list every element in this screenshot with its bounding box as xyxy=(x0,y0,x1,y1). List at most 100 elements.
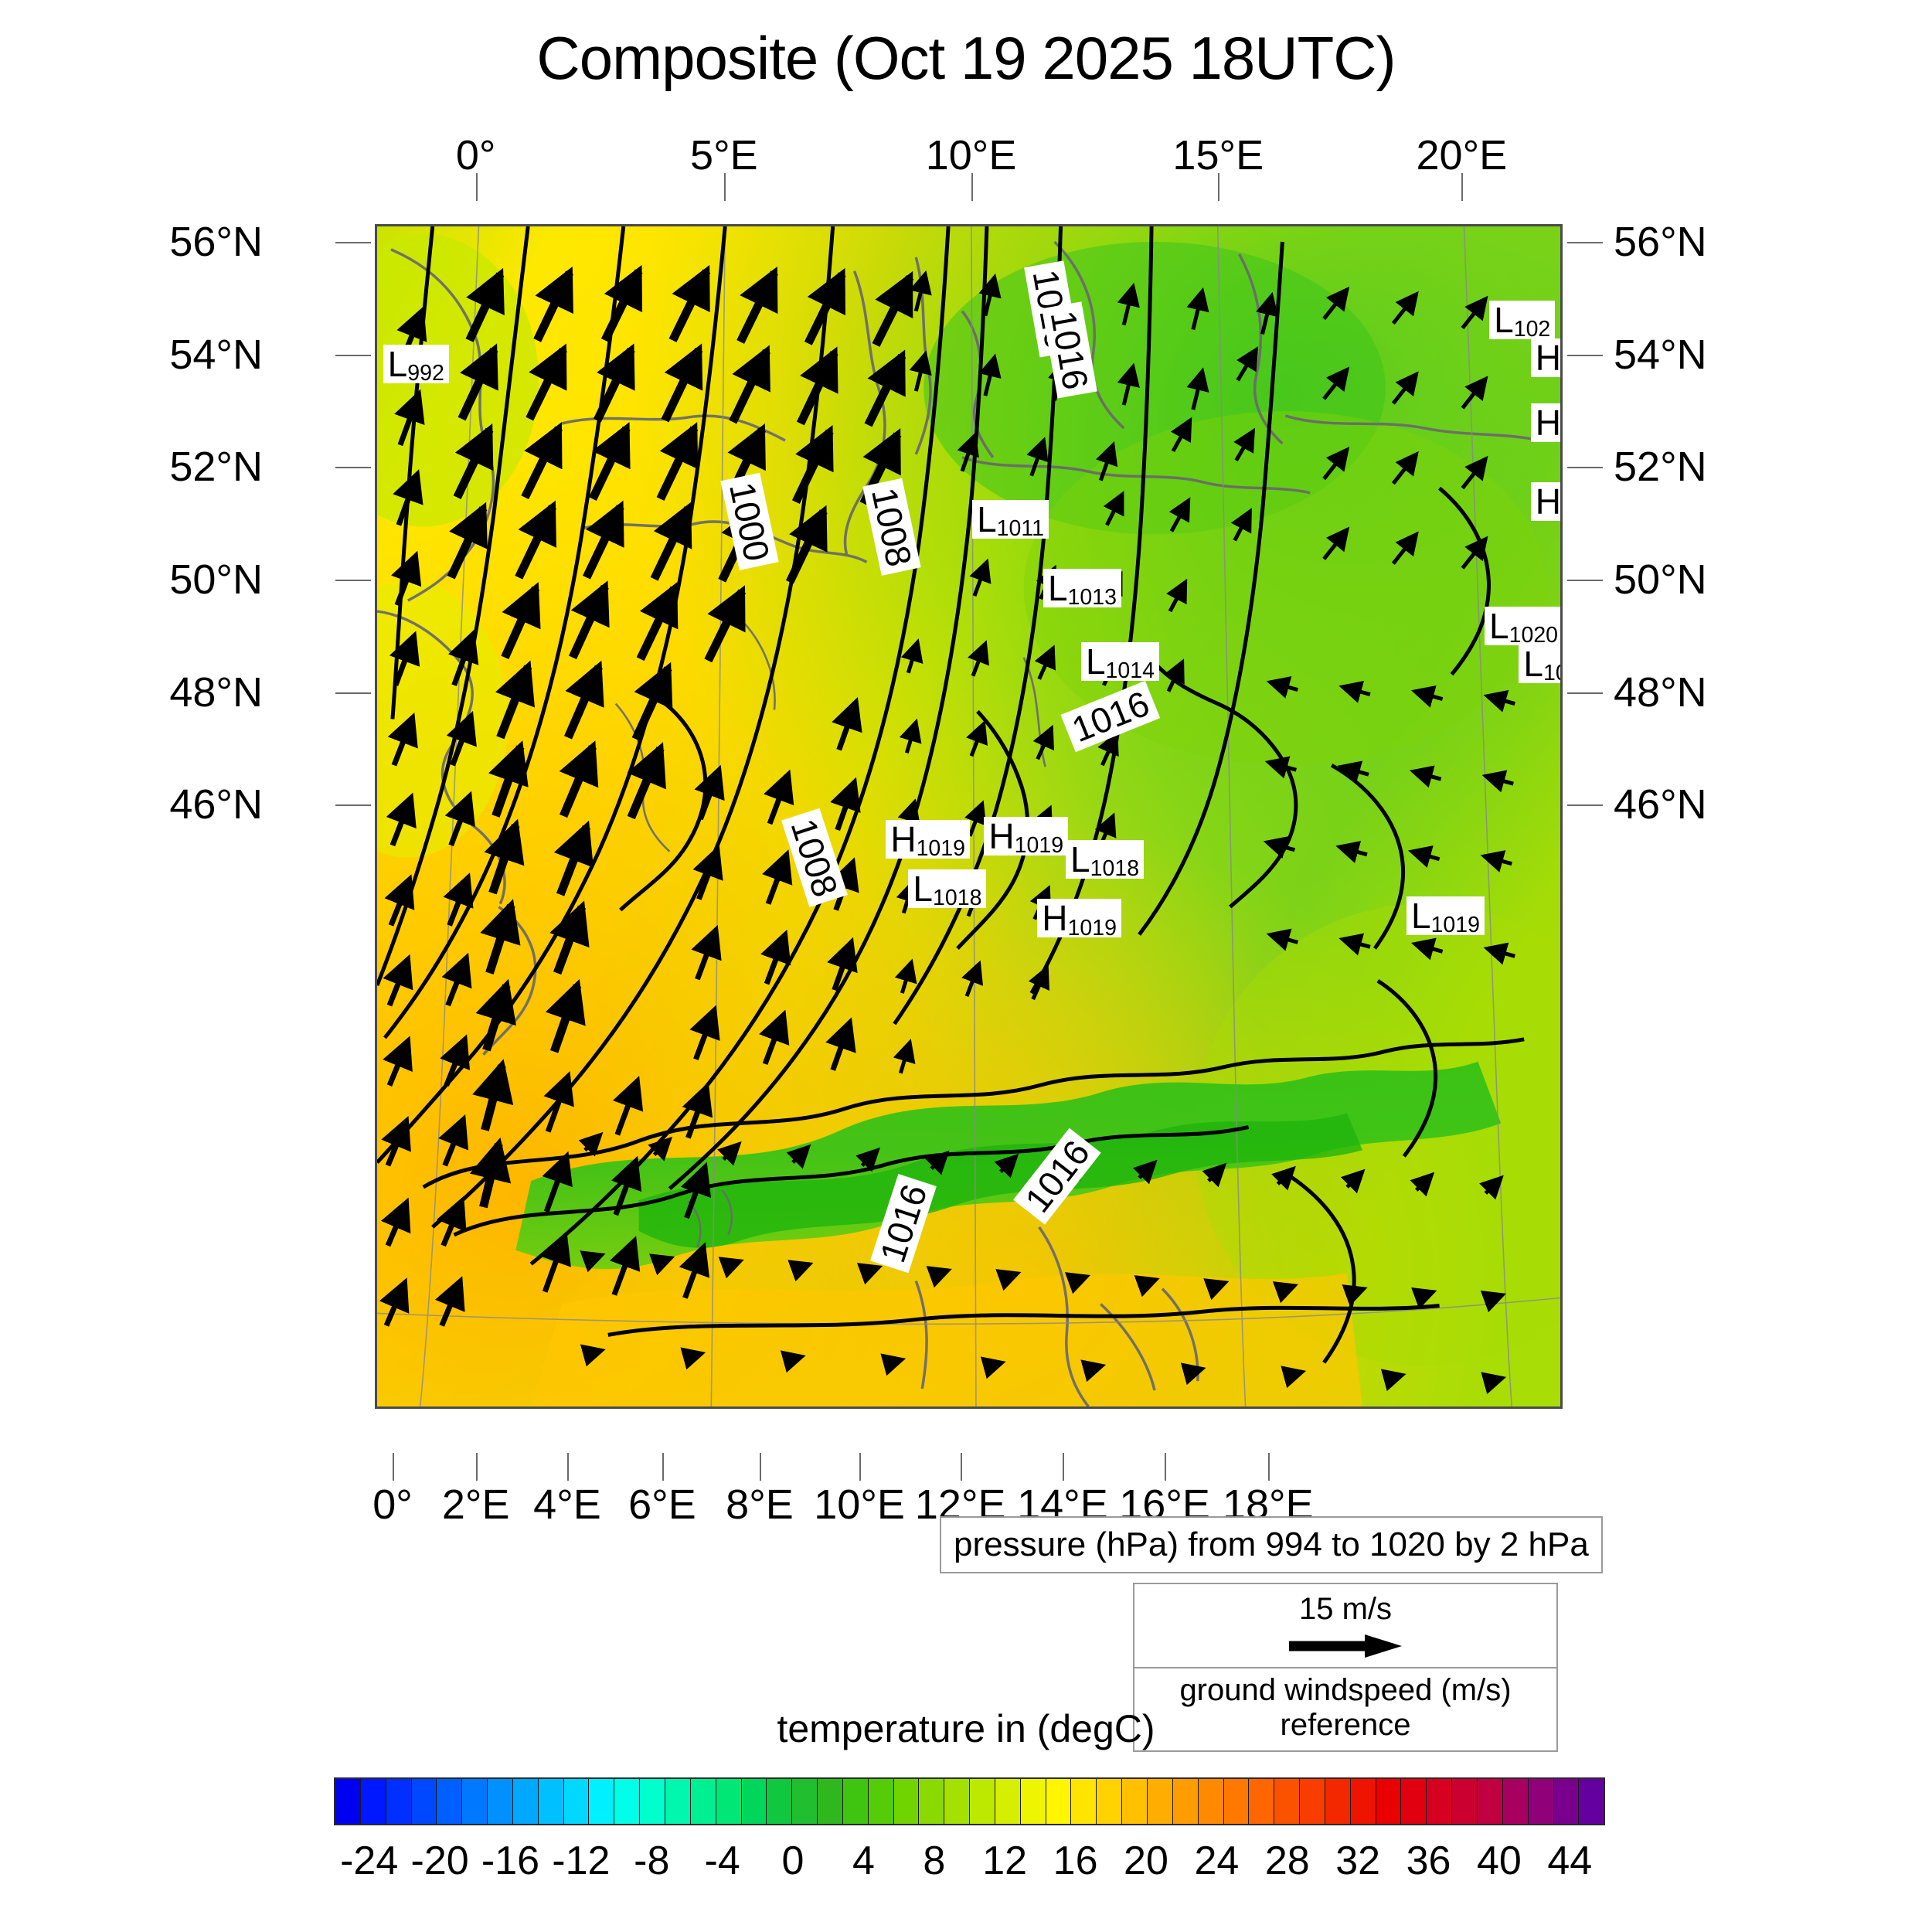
colorbar-tick-label: 12 xyxy=(982,1838,1028,1883)
high-pressure-label: H1019 xyxy=(984,815,1069,858)
colorbar-swatch xyxy=(1325,1779,1351,1824)
pressure-center-symbol: H xyxy=(988,815,1015,856)
weather-map[interactable]: L992L1011L1013L1014L1020L10H1019H1019L10… xyxy=(375,224,1563,1409)
colorbar-swatch xyxy=(437,1779,463,1824)
colorbar-swatch xyxy=(1148,1779,1173,1824)
axis-tick-label: 8°E xyxy=(726,1481,794,1528)
axis-tick xyxy=(1567,467,1603,469)
axis-tick xyxy=(1567,579,1603,581)
pressure-center-value: 1019 xyxy=(1014,832,1064,858)
axis-tick xyxy=(335,354,371,356)
axis-tick xyxy=(475,173,478,201)
low-pressure-label: L10 xyxy=(1519,644,1560,685)
left-latitude-axis: 56°N 54°N 52°N 50°N 48°N 46°N xyxy=(0,219,371,1409)
colorbar-tick-label: -24 xyxy=(340,1838,399,1883)
colorbar-swatch xyxy=(1502,1779,1529,1824)
colorbar-swatch xyxy=(1122,1779,1148,1824)
colorbar-swatch xyxy=(1020,1779,1046,1824)
colorbar-tick-label: 0 xyxy=(781,1838,804,1883)
right-latitude-axis: 56°N 54°N 52°N 50°N 48°N 46°N xyxy=(1567,219,1930,1409)
low-pressure-label: L1018 xyxy=(908,869,987,911)
colorbar-tick-label: 36 xyxy=(1406,1838,1451,1883)
axis-tick xyxy=(1267,1453,1270,1481)
pressure-center-value: 1018 xyxy=(933,886,982,911)
colorbar-tick-label: 20 xyxy=(1124,1838,1168,1883)
axis-tick xyxy=(759,1453,761,1481)
axis-tick xyxy=(971,173,973,201)
map-canvas xyxy=(377,226,1560,1406)
colorbar-swatch xyxy=(944,1779,971,1824)
low-pressure-label: L1011 xyxy=(972,499,1049,540)
axis-tick xyxy=(1062,1453,1064,1481)
axis-tick-label: 52°N xyxy=(1614,444,1707,491)
axis-tick-label: 10°E xyxy=(814,1481,905,1528)
low-pressure-label: L992 xyxy=(383,343,449,384)
colorbar-swatch xyxy=(716,1779,742,1824)
colorbar-swatch xyxy=(1528,1779,1554,1824)
colorbar-swatch xyxy=(767,1779,793,1824)
wind-reference-caption: ground windspeed (m/s) reference xyxy=(1134,1667,1556,1750)
colorbar-tick-label: 4 xyxy=(852,1838,875,1883)
axis-tick xyxy=(1567,241,1603,243)
colorbar-tick-label: -20 xyxy=(410,1838,469,1883)
colorbar-swatch xyxy=(1427,1779,1453,1824)
low-pressure-label: L1020 xyxy=(1485,606,1560,648)
pressure-center-value: 1019 xyxy=(1067,915,1117,940)
axis-tick-label: 0° xyxy=(372,1481,413,1528)
colorbar-swatch xyxy=(335,1779,361,1824)
pressure-center-value: 1018 xyxy=(1090,856,1140,882)
axis-tick xyxy=(723,173,726,201)
colorbar-swatch xyxy=(919,1779,945,1824)
colorbar-swatch xyxy=(462,1779,488,1824)
low-pressure-label: L1018 xyxy=(1066,839,1145,882)
axis-tick xyxy=(335,241,371,243)
low-pressure-label: L102 xyxy=(1489,301,1556,341)
colorbar-swatch xyxy=(488,1779,513,1824)
axis-tick-label: 6°E xyxy=(628,1481,696,1528)
colorbar-swatch xyxy=(1046,1779,1072,1824)
axis-tick xyxy=(566,1453,569,1481)
colorbar-swatch xyxy=(970,1779,995,1824)
axis-tick xyxy=(960,1453,962,1481)
low-pressure-label: L1013 xyxy=(1043,568,1121,608)
axis-tick-label: 48°N xyxy=(169,668,263,716)
colorbar-swatch xyxy=(1401,1779,1427,1824)
axis-tick xyxy=(1218,173,1220,201)
pressure-center-value: 10 xyxy=(1543,660,1560,685)
axis-tick-label: 4°E xyxy=(533,1481,601,1528)
wind-reference-legend: 15 m/s ground windspeed (m/s) reference xyxy=(1133,1583,1558,1752)
colorbar-swatch xyxy=(1198,1779,1224,1824)
pressure-center-symbol: L xyxy=(913,869,933,910)
colorbar-tick-label: 40 xyxy=(1476,1838,1522,1883)
pressure-center-value: 1019 xyxy=(916,836,965,862)
axis-tick-label: 56°N xyxy=(1614,218,1707,265)
high-pressure-label: H1019 xyxy=(1037,899,1121,940)
axis-tick xyxy=(335,579,371,581)
pressure-center-value: 1014 xyxy=(1105,658,1155,683)
pressure-center-value: 1020 xyxy=(1509,622,1559,648)
high-pressure-label: H xyxy=(1530,403,1560,443)
axis-tick xyxy=(335,692,371,694)
axis-tick xyxy=(1567,804,1603,807)
temperature-colorbar[interactable] xyxy=(334,1777,1605,1825)
high-pressure-label: H xyxy=(1530,338,1560,378)
pressure-center-value: 1019 xyxy=(1430,913,1480,938)
colorbar-tick-label: 32 xyxy=(1335,1838,1381,1883)
colorbar-tick-label: -16 xyxy=(481,1838,540,1883)
colorbar-swatch xyxy=(818,1779,843,1824)
colorbar-title: temperature in (degC) xyxy=(777,1707,1155,1750)
wind-reference-arrow-icon xyxy=(1134,1627,1556,1667)
pressure-center-symbol: L xyxy=(977,499,997,540)
axis-tick xyxy=(1165,1453,1167,1481)
colorbar-swatch xyxy=(1350,1779,1376,1824)
colorbar-swatch xyxy=(690,1779,716,1824)
colorbar-swatch xyxy=(868,1779,894,1824)
axis-tick-label: 54°N xyxy=(1614,331,1707,378)
pressure-contour-legend: pressure (hPa) from 994 to 1020 by 2 hPa xyxy=(940,1516,1603,1573)
axis-tick xyxy=(335,467,371,469)
pressure-center-symbol: L xyxy=(387,343,408,384)
high-pressure-label: H xyxy=(1530,482,1560,522)
colorbar-tick-label: 24 xyxy=(1194,1838,1240,1883)
colorbar-swatch xyxy=(640,1779,665,1824)
pressure-center-symbol: L xyxy=(1070,839,1090,880)
